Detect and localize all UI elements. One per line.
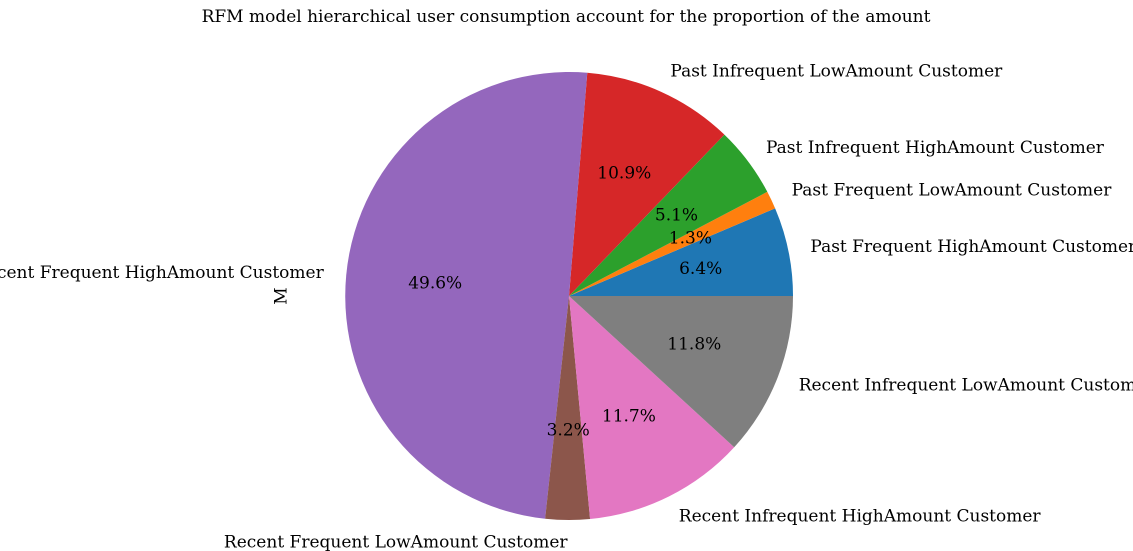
- y-axis-label: M: [272, 287, 292, 304]
- pct-label-past-infrequent-highamount-customer: 5.1%: [655, 205, 698, 225]
- pct-label-recent-infrequent-lowamount-customer: 11.8%: [667, 335, 721, 355]
- slice-recent-infrequent-highamount-customer: [569, 296, 735, 520]
- pct-label-past-frequent-lowamount-customer: 1.3%: [669, 228, 712, 248]
- category-label-past-frequent-highamount-customer: Past Frequent HighAmount Customer: [810, 237, 1133, 257]
- pct-label-recent-frequent-highamount-customer: 49.6%: [408, 273, 462, 293]
- slice-past-infrequent-highamount-customer: [569, 134, 768, 296]
- pie-slices: [345, 72, 793, 521]
- category-label-recent-frequent-lowamount-customer: Recent Frequent LowAmount Customer: [224, 532, 568, 551]
- category-label-past-frequent-lowamount-customer: Past Frequent LowAmount Customer: [792, 180, 1113, 200]
- percent-labels: 6.4% 1.3% 5.1% 10.9% 49.6% 3.2% 11.7% 11.8%: [408, 164, 722, 441]
- pct-label-past-frequent-highamount-customer: 6.4%: [679, 259, 722, 279]
- category-labels: Past Frequent HighAmount Customer Past Fr…: [0, 61, 1133, 551]
- chart-title: RFM model hierarchical user consumption …: [202, 7, 931, 27]
- category-label-past-infrequent-lowamount-customer: Past Infrequent LowAmount Customer: [670, 61, 1003, 81]
- slice-recent-frequent-highamount-customer: [345, 72, 588, 519]
- slice-recent-frequent-lowamount-customer: [545, 296, 591, 521]
- pct-label-past-infrequent-lowamount-customer: 10.9%: [597, 164, 651, 184]
- pct-label-recent-frequent-lowamount-customer: 3.2%: [547, 420, 590, 440]
- slice-past-frequent-lowamount-customer: [569, 191, 776, 296]
- slice-recent-infrequent-lowamount-customer: [569, 296, 793, 448]
- slice-past-infrequent-lowamount-customer: [569, 72, 725, 296]
- category-label-recent-frequent-highamount-customer: Recent Frequent HighAmount Customer: [0, 263, 325, 283]
- category-label-past-infrequent-highamount-customer: Past Infrequent HighAmount Customer: [766, 138, 1105, 158]
- slice-past-frequent-highamount-customer: [569, 208, 793, 296]
- category-label-recent-infrequent-lowamount-customer: Recent Infrequent LowAmount Customer: [799, 375, 1133, 395]
- category-label-recent-infrequent-highamount-customer: Recent Infrequent HighAmount Customer: [679, 507, 1042, 527]
- pct-label-recent-infrequent-highamount-customer: 11.7%: [602, 406, 656, 426]
